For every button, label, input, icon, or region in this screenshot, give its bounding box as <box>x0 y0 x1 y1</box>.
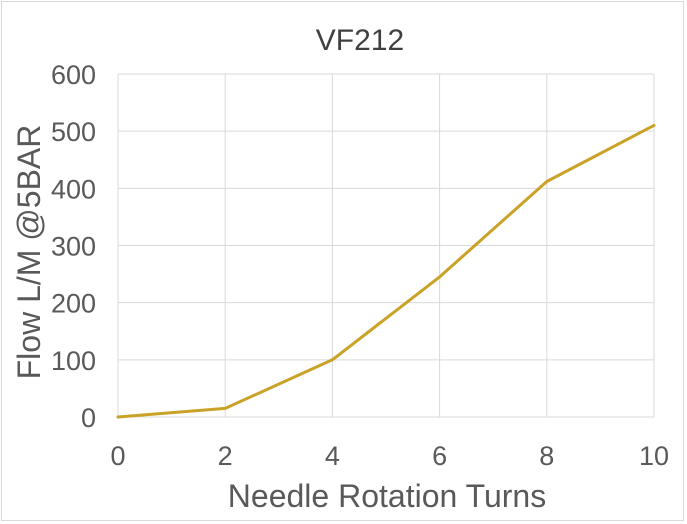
x-tick-label: 6 <box>432 441 447 471</box>
y-tick-label: 300 <box>51 232 96 262</box>
y-tick-label: 500 <box>51 117 96 147</box>
y-tick-label: 100 <box>51 346 96 376</box>
x-tick-label: 10 <box>639 441 669 471</box>
x-axis-title: Needle Rotation Turns <box>228 478 546 514</box>
y-tick-label: 400 <box>51 174 96 204</box>
x-tick-label: 0 <box>110 441 125 471</box>
y-tick-label: 0 <box>81 403 96 433</box>
y-tick-label: 200 <box>51 289 96 319</box>
series-line <box>116 123 656 419</box>
y-axis-title: Flow L/M @5BAR <box>11 125 47 380</box>
tick-labels: 0 100 200 300 400 500 600 0 2 4 6 8 10 <box>51 60 669 471</box>
series <box>116 123 656 419</box>
chart-title: VF212 <box>316 24 404 57</box>
x-tick-label: 2 <box>218 441 233 471</box>
grid <box>117 73 655 418</box>
y-tick-label: 600 <box>51 60 96 90</box>
x-tick-label: 4 <box>325 441 340 471</box>
x-tick-label: 8 <box>539 441 554 471</box>
